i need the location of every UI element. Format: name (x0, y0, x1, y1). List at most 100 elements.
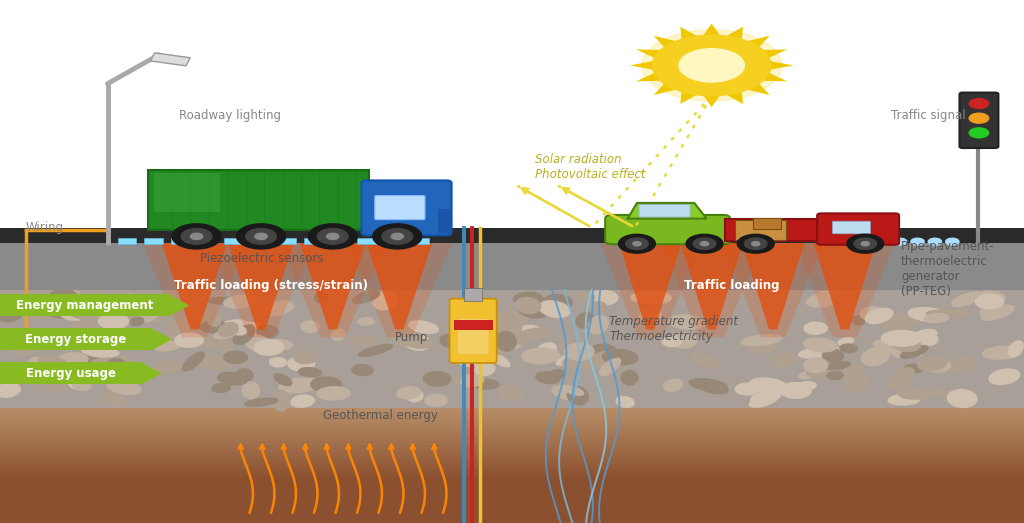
Text: Traffic signal: Traffic signal (891, 109, 966, 121)
Circle shape (969, 128, 988, 138)
Circle shape (246, 229, 276, 244)
Polygon shape (742, 243, 804, 329)
Bar (0, 433, 1024, 437)
Circle shape (382, 229, 413, 244)
Bar (0, 328, 152, 350)
Ellipse shape (461, 374, 483, 387)
Ellipse shape (663, 337, 681, 347)
Ellipse shape (72, 351, 102, 362)
Circle shape (181, 229, 212, 244)
Bar (118, 238, 136, 244)
Bar (0, 362, 141, 384)
Bar (0, 437, 1024, 441)
Ellipse shape (254, 340, 284, 355)
Ellipse shape (27, 357, 51, 374)
Bar (198, 238, 216, 244)
Ellipse shape (589, 302, 606, 311)
Ellipse shape (497, 332, 516, 351)
Ellipse shape (499, 385, 522, 401)
Bar (0, 228, 1024, 243)
Ellipse shape (465, 338, 488, 350)
Bar (0, 415, 1024, 419)
Ellipse shape (206, 310, 221, 326)
Ellipse shape (840, 344, 857, 353)
Ellipse shape (563, 356, 592, 369)
Ellipse shape (935, 363, 966, 374)
Ellipse shape (232, 326, 247, 335)
Ellipse shape (246, 335, 272, 353)
Ellipse shape (117, 356, 136, 377)
Text: Wiring: Wiring (26, 221, 63, 234)
Ellipse shape (545, 294, 572, 309)
Ellipse shape (600, 358, 621, 376)
Ellipse shape (904, 365, 924, 373)
Bar (0, 294, 169, 316)
Ellipse shape (515, 325, 543, 339)
Ellipse shape (852, 316, 865, 325)
Ellipse shape (799, 369, 823, 379)
Bar (331, 238, 349, 244)
Circle shape (893, 238, 907, 245)
Ellipse shape (137, 313, 157, 322)
Ellipse shape (589, 315, 608, 334)
Ellipse shape (409, 321, 438, 334)
Text: Energy usage: Energy usage (26, 367, 116, 380)
Ellipse shape (507, 333, 522, 348)
Ellipse shape (980, 308, 996, 319)
Ellipse shape (536, 298, 562, 310)
Ellipse shape (513, 292, 542, 304)
Ellipse shape (56, 290, 82, 303)
Ellipse shape (590, 344, 616, 358)
Ellipse shape (130, 317, 143, 326)
Bar (0, 429, 1024, 434)
Circle shape (308, 224, 357, 249)
Polygon shape (727, 27, 743, 39)
Ellipse shape (167, 321, 189, 342)
Circle shape (317, 229, 348, 244)
Ellipse shape (804, 322, 827, 334)
Ellipse shape (873, 340, 900, 354)
Bar (357, 238, 376, 244)
Polygon shape (662, 243, 762, 337)
Ellipse shape (291, 395, 314, 407)
Ellipse shape (669, 315, 706, 329)
Ellipse shape (233, 322, 265, 337)
Ellipse shape (689, 379, 727, 391)
Ellipse shape (509, 330, 527, 344)
Ellipse shape (951, 292, 982, 306)
Bar (0, 418, 1024, 423)
Polygon shape (620, 243, 681, 329)
Circle shape (652, 35, 771, 96)
Ellipse shape (0, 383, 20, 397)
Ellipse shape (749, 378, 787, 393)
Ellipse shape (1009, 341, 1023, 357)
Polygon shape (653, 84, 676, 95)
Ellipse shape (245, 398, 279, 406)
Polygon shape (653, 36, 676, 47)
Ellipse shape (407, 390, 423, 402)
Text: Solar radiation
Photovoltaic effect: Solar radiation Photovoltaic effect (535, 153, 645, 181)
Ellipse shape (882, 331, 922, 346)
Ellipse shape (751, 392, 775, 405)
Polygon shape (228, 243, 294, 329)
Circle shape (172, 224, 221, 249)
Polygon shape (727, 92, 743, 104)
Polygon shape (636, 73, 660, 82)
FancyBboxPatch shape (753, 218, 781, 229)
Ellipse shape (120, 373, 140, 381)
Ellipse shape (556, 349, 587, 365)
Ellipse shape (67, 359, 94, 369)
Ellipse shape (616, 396, 634, 407)
Ellipse shape (989, 369, 1020, 384)
Ellipse shape (899, 389, 930, 399)
Text: Pump: Pump (395, 331, 428, 344)
Ellipse shape (912, 333, 938, 346)
Ellipse shape (407, 339, 434, 348)
Ellipse shape (925, 359, 950, 372)
Ellipse shape (899, 333, 929, 349)
Ellipse shape (822, 349, 844, 362)
Ellipse shape (690, 353, 721, 369)
Text: Energy management: Energy management (15, 299, 154, 312)
Ellipse shape (908, 308, 949, 322)
Ellipse shape (539, 301, 570, 317)
